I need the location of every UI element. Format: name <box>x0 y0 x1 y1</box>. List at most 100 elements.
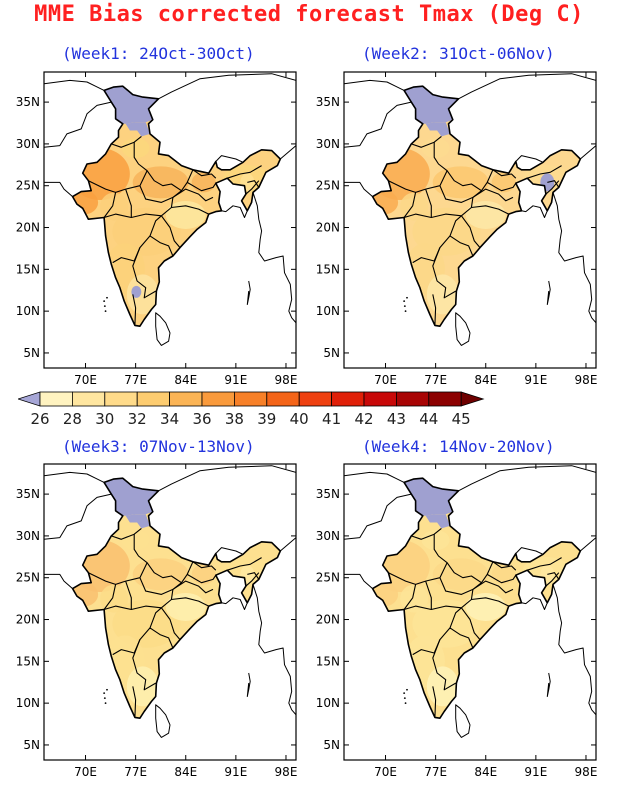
lon-tick-label: 91E <box>224 765 247 779</box>
lat-tick-label: 30N <box>16 137 40 151</box>
lat-tick-label: 5N <box>23 738 40 752</box>
map-frame <box>43 463 297 761</box>
lat-tick-label: 20N <box>316 221 340 235</box>
lat-tick-label: 10N <box>316 696 340 710</box>
colorbar-segment <box>298 391 333 407</box>
lon-tick-label: 70E <box>374 373 397 387</box>
lat-tick-label: 15N <box>16 654 40 668</box>
lat-tick-label: 10N <box>16 304 40 318</box>
colorbar-label: 38 <box>225 410 244 428</box>
sri-lanka <box>155 312 171 346</box>
lon-tick-label: 84E <box>174 373 197 387</box>
lat-tick-label: 5N <box>323 738 340 752</box>
lat-tick-label: 35N <box>16 487 40 501</box>
lon-tick-label: 91E <box>224 373 247 387</box>
sri-lanka <box>155 704 171 738</box>
lat-tick-label: 30N <box>316 529 340 543</box>
lat-tick-label: 30N <box>16 529 40 543</box>
lon-tick-label: 98E <box>575 765 598 779</box>
lat-tick-label: 35N <box>316 95 340 109</box>
lat-tick-label: 25N <box>16 179 40 193</box>
lat-tick-label: 10N <box>316 304 340 318</box>
lon-tick-label: 84E <box>474 765 497 779</box>
colorbar-segment <box>233 391 268 407</box>
map-panel-week3: 35N 30N 25N 20N 15N 10N 5N 70E 77E 84E 91E 98E <box>0 462 310 779</box>
lat-tick-label: 25N <box>316 179 340 193</box>
cold-region-north <box>104 478 159 516</box>
forecast-shading <box>372 478 581 719</box>
lon-tick-label: 77E <box>424 373 447 387</box>
colorbar-label: 28 <box>63 410 82 428</box>
figure-title: MME Bias corrected forecast Tmax (Deg C) <box>34 2 584 27</box>
lon-tick-label: 91E <box>524 765 547 779</box>
colorbar: 26 28 30 32 34 36 38 39 40 41 42 43 44 45 <box>16 386 578 436</box>
lat-tick-label: 5N <box>23 346 40 360</box>
colorbar-label: 45 <box>452 410 471 428</box>
map-panel-week1: 35N 30N 25N 20N 15N 10N 5N 70E 77E 84E 91E 98E <box>0 70 310 387</box>
colorbar-segment <box>169 391 203 407</box>
lon-tick-label: 70E <box>74 765 97 779</box>
lon-tick-label: 98E <box>275 373 298 387</box>
lat-tick-label: 10N <box>16 696 40 710</box>
colorbar-upper-triangle <box>460 391 485 407</box>
lat-tick-label: 15N <box>16 262 40 276</box>
colorbar-label: 40 <box>290 410 309 428</box>
sri-lanka <box>455 312 471 346</box>
lat-tick-label: 15N <box>316 654 340 668</box>
lat-tick-label: 20N <box>16 221 40 235</box>
colorbar-label: 26 <box>30 410 49 428</box>
lat-tick-label: 35N <box>316 487 340 501</box>
lon-tick-label: 91E <box>524 373 547 387</box>
lat-tick-label: 20N <box>316 613 340 627</box>
week1-title: (Week1: 24Oct-30Oct) <box>62 44 255 63</box>
map-frame <box>43 71 297 369</box>
colorbar-segment <box>39 391 73 407</box>
cold-region-north <box>104 86 159 124</box>
colorbar-segment <box>428 391 462 407</box>
week2-title: (Week2: 31Oct-06Nov) <box>362 44 555 63</box>
lon-tick-label: 98E <box>575 373 598 387</box>
lon-tick-label: 70E <box>374 765 397 779</box>
lat-tick-label: 5N <box>323 346 340 360</box>
lat-tick-label: 25N <box>16 571 40 585</box>
lat-tick-label: 30N <box>316 137 340 151</box>
lat-tick-label: 35N <box>16 95 40 109</box>
colorbar-label: 34 <box>160 410 179 428</box>
colorbar-label: 43 <box>387 410 406 428</box>
lon-tick-label: 77E <box>124 373 147 387</box>
forecast-shading <box>372 86 581 327</box>
lon-tick-label: 98E <box>275 765 298 779</box>
colorbar-segment <box>136 391 170 407</box>
lon-tick-label: 84E <box>474 373 497 387</box>
week4-title: (Week4: 14Nov-20Nov) <box>362 437 555 456</box>
cold-region-north <box>404 86 459 124</box>
map-panel-week4: 35N 30N 25N 20N 15N 10N 5N 70E 77E 84E 91E 98E <box>300 462 618 779</box>
cold-region-north <box>404 478 459 516</box>
colorbar-label: 36 <box>192 410 211 428</box>
forecast-shading <box>72 478 281 719</box>
lon-tick-label: 77E <box>124 765 147 779</box>
lat-tick-label: 25N <box>316 571 340 585</box>
colorbar-segment <box>331 391 365 407</box>
colorbar-segment <box>395 391 430 407</box>
colorbar-label: 30 <box>95 410 114 428</box>
lat-tick-label: 15N <box>316 262 340 276</box>
forecast-shading <box>72 86 281 327</box>
colorbar-segment <box>266 391 300 407</box>
colorbar-label: 39 <box>257 410 276 428</box>
map-panel-week2: 35N 30N 25N 20N 15N 10N 5N 70E 77E 84E 91E 98E <box>300 70 618 387</box>
colorbar-label: 41 <box>322 410 341 428</box>
colorbar-lower-triangle <box>16 391 41 407</box>
sri-lanka <box>455 704 471 738</box>
week3-title: (Week3: 07Nov-13Nov) <box>62 437 255 456</box>
colorbar-segment <box>104 391 138 407</box>
colorbar-segment <box>72 391 106 407</box>
colorbar-label: 44 <box>419 410 438 428</box>
lon-tick-label: 84E <box>174 765 197 779</box>
lon-tick-label: 77E <box>424 765 447 779</box>
colorbar-segment <box>201 391 235 407</box>
lon-tick-label: 70E <box>74 373 97 387</box>
map-frame <box>343 71 597 369</box>
lat-tick-label: 20N <box>16 613 40 627</box>
colorbar-segment <box>363 391 397 407</box>
